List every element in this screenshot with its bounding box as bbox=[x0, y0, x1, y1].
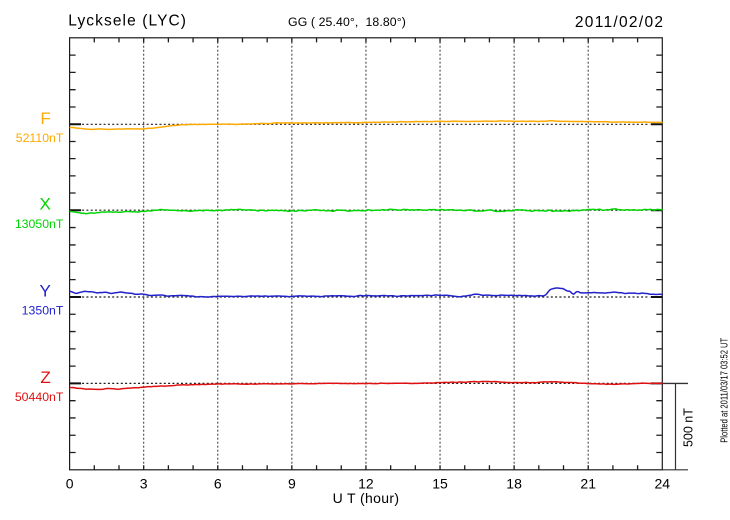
svg-text:1350nT: 1350nT bbox=[22, 304, 64, 318]
svg-text:Z: Z bbox=[40, 368, 50, 387]
svg-text:13050nT: 13050nT bbox=[15, 217, 64, 231]
svg-text:18: 18 bbox=[506, 475, 522, 491]
svg-text:52110nT: 52110nT bbox=[16, 131, 64, 145]
svg-text:6: 6 bbox=[214, 475, 222, 491]
svg-text:X: X bbox=[39, 195, 50, 214]
svg-text:12: 12 bbox=[358, 475, 374, 491]
svg-text:2011/02/02: 2011/02/02 bbox=[575, 14, 664, 31]
svg-text:Plotted at 2011/03/17 03:52 UT: Plotted at 2011/03/17 03:52 UT bbox=[718, 337, 729, 442]
svg-text:9: 9 bbox=[288, 475, 296, 491]
svg-text:F: F bbox=[40, 109, 50, 128]
svg-text:U T (hour): U T (hour) bbox=[333, 490, 400, 506]
svg-text:15: 15 bbox=[432, 475, 448, 491]
svg-text:50440nT: 50440nT bbox=[15, 390, 64, 404]
svg-text:0: 0 bbox=[66, 475, 74, 491]
svg-text:3: 3 bbox=[140, 475, 148, 491]
svg-text:GG ( 25.40°, 18.80°): GG ( 25.40°, 18.80°) bbox=[288, 15, 406, 29]
svg-text:500 nT: 500 nT bbox=[681, 408, 695, 447]
svg-text:24: 24 bbox=[655, 475, 671, 491]
svg-text:21: 21 bbox=[580, 475, 596, 491]
svg-text:Y: Y bbox=[39, 282, 50, 301]
svg-text:Lycksele (LYC): Lycksele (LYC) bbox=[68, 12, 187, 29]
